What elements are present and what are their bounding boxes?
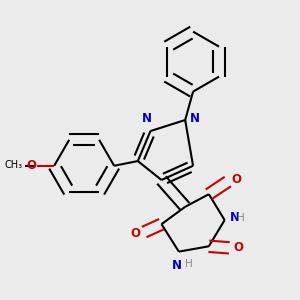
Text: O: O: [233, 241, 243, 254]
Text: H: H: [237, 212, 244, 223]
Text: N: N: [142, 112, 152, 125]
Text: H: H: [184, 259, 192, 269]
Text: N: N: [230, 211, 240, 224]
Text: O: O: [130, 227, 140, 240]
Text: O: O: [232, 173, 242, 187]
Text: N: N: [190, 112, 200, 125]
Text: N: N: [172, 259, 182, 272]
Text: O: O: [26, 159, 36, 172]
Text: CH₃: CH₃: [4, 160, 22, 170]
